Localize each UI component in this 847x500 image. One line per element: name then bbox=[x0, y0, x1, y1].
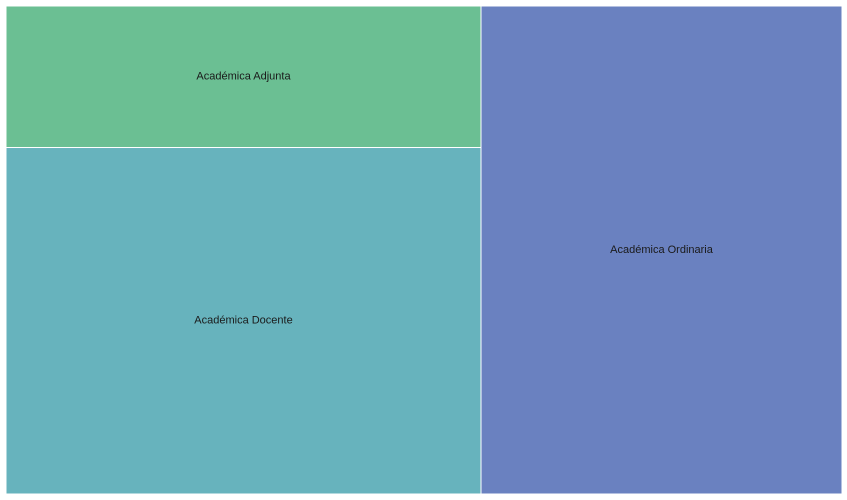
treemap-tile-academica-adjunta[interactable] bbox=[5, 5, 482, 149]
treemap-tile-academica-ordinaria[interactable] bbox=[480, 5, 843, 495]
treemap-label-academica-ordinaria: Académica Ordinaria bbox=[610, 244, 714, 256]
treemap-label-academica-adjunta: Académica Adjunta bbox=[196, 71, 291, 83]
treemap-label-academica-docente: Académica Docente bbox=[194, 315, 292, 327]
treemap-tile-academica-docente[interactable] bbox=[5, 147, 482, 495]
